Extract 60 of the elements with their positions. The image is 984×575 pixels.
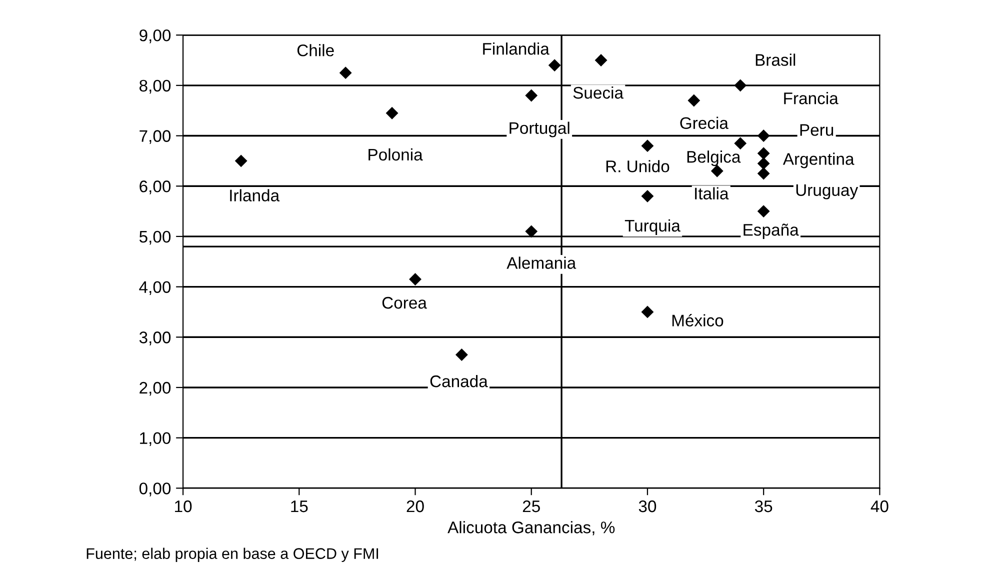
annotation: Brasil (756, 54, 796, 66)
point (757, 157, 770, 170)
point (525, 225, 538, 238)
point (525, 89, 538, 102)
y-tick-label: 3,00 (139, 332, 171, 346)
point (234, 154, 248, 168)
annotation: Uruguay (796, 184, 858, 200)
y-tick-label: 7,00 (140, 130, 171, 144)
annotation: Polonia (368, 148, 423, 161)
annotation: R. Unido (606, 160, 670, 172)
annotation: Canada (430, 374, 488, 388)
x-tick-label: 10 (175, 500, 192, 512)
annotation: Alemania (506, 256, 576, 269)
annotation: Argentina (782, 152, 854, 168)
point (455, 348, 468, 361)
x-tick-label: 40 (870, 500, 888, 512)
annotation: Corea (382, 296, 427, 309)
annotation: Finlandia (483, 42, 550, 55)
point (757, 147, 770, 160)
point (688, 94, 700, 107)
point (757, 130, 770, 142)
annotation: Chile (297, 44, 334, 56)
point (386, 106, 398, 120)
x-tick-label: 35 (754, 500, 772, 512)
annotation: Portugal (510, 122, 570, 138)
x-tick-label: 20 (406, 500, 424, 512)
point (641, 190, 654, 202)
annotation: Turquia (624, 219, 680, 235)
annotation: Irlanda (230, 189, 280, 202)
x-axis-title: Alicuota Ganancias, % (448, 521, 615, 536)
y-tick-label: 4,00 (139, 281, 171, 295)
source-note: Fuente; elab propia en base a OECD y FMI (86, 548, 378, 562)
annotation: Italia (695, 187, 729, 200)
annotation: Peru (800, 124, 834, 136)
x-tick-label: 25 (522, 500, 540, 512)
point (757, 167, 770, 180)
point (409, 273, 422, 286)
annotation: Suecia (573, 86, 624, 99)
annotation: Grecia (680, 116, 728, 129)
annotation: Belgica (687, 150, 741, 166)
point (548, 59, 561, 72)
point (734, 79, 747, 92)
y-tick-label: 1,00 (140, 432, 171, 446)
point (339, 66, 352, 80)
y-tick-label: 8,00 (140, 80, 171, 94)
point (594, 54, 608, 66)
point (641, 140, 654, 152)
point (641, 306, 654, 318)
point (757, 205, 770, 218)
y-tick-label: 2,00 (140, 382, 171, 396)
y-tick-label: 5,00 (139, 230, 171, 245)
x-tick-label: 15 (291, 500, 308, 512)
y-tick-label: 9,00 (140, 29, 171, 44)
x-tick-label: 30 (638, 500, 656, 512)
point (734, 137, 747, 150)
annotation: México (672, 314, 724, 326)
annotation: Francia (784, 92, 838, 104)
y-tick-label: 0,00 (139, 482, 171, 496)
y-tick-label: 6,00 (140, 180, 171, 194)
annotation: España (744, 224, 799, 240)
